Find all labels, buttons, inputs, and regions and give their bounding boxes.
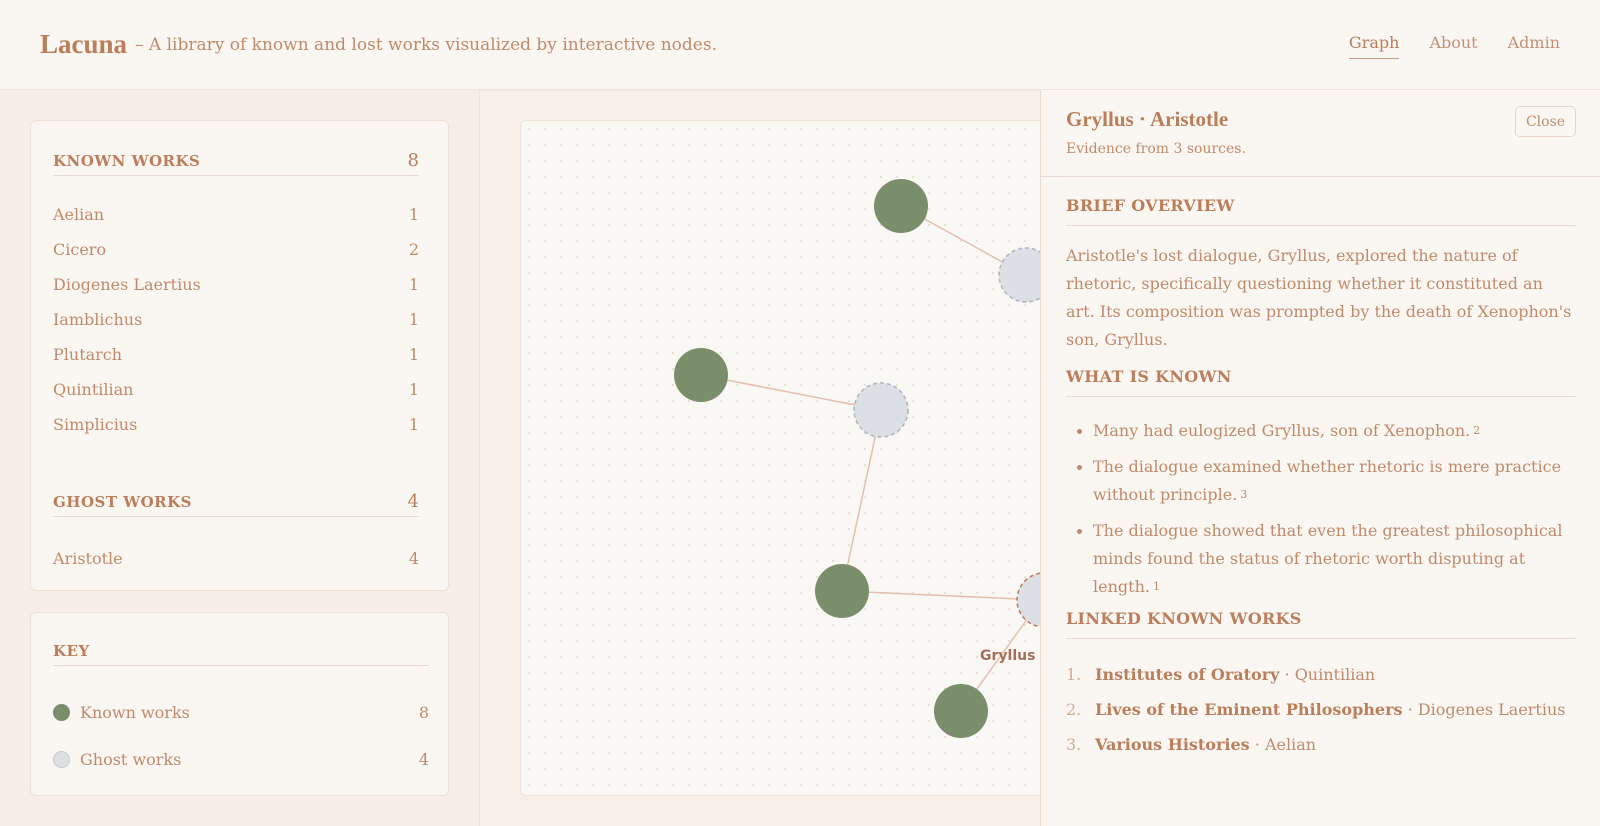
key-known-count: 8 (418, 702, 429, 722)
panel-title: Gryllus · Aristotle (1066, 107, 1229, 131)
key-header: KEY (53, 636, 429, 666)
author-name: Simplicius (53, 414, 138, 434)
list-number: 2. (1066, 700, 1082, 719)
known-point: The dialogue examined whether rhetoric i… (1066, 453, 1576, 509)
brand-logo[interactable]: Lacuna (40, 29, 128, 59)
author-count: 1 (408, 414, 419, 434)
known-point-text: The dialogue showed that even the greate… (1093, 521, 1563, 596)
graph-svg[interactable]: Gryllus · (521, 121, 1050, 796)
key-known: Known works 8 (53, 699, 429, 725)
graph-node-label: Gryllus · (980, 648, 1046, 664)
author-name: Iamblichus (53, 309, 143, 329)
key-card: KEY Known works 8 Ghost works 4 (30, 612, 449, 796)
author-name: Plutarch (53, 344, 123, 364)
graph-edge (841, 590, 1042, 601)
known-dot-icon (53, 703, 70, 721)
ghost-work-node[interactable] (853, 382, 909, 438)
nav-about[interactable]: About (1429, 33, 1478, 52)
known-work-item[interactable]: Plutarch 1 (53, 341, 419, 367)
known-work-node[interactable] (815, 564, 869, 618)
linked-work-item[interactable]: 3. Various Histories · Aelian (1066, 727, 1576, 762)
linked-works-list: 1. Institutes of Oratory · Quintilian 2.… (1066, 657, 1576, 762)
list-number: 3. (1066, 735, 1082, 754)
known-point: The dialogue showed that even the greate… (1066, 517, 1576, 601)
ghost-work-node[interactable] (998, 247, 1050, 303)
app-header: Lacuna – A library of known and lost wor… (0, 0, 1600, 90)
known-work-item[interactable]: Diogenes Laertius 1 (53, 271, 419, 297)
author-name: Quintilian (53, 379, 134, 399)
key-ghost: Ghost works 4 (53, 746, 429, 772)
key-title: KEY (53, 641, 90, 660)
author-count: 1 (408, 274, 419, 294)
graph-edge (841, 409, 882, 592)
linked-work-title[interactable]: Various Histories (1095, 735, 1250, 754)
close-button[interactable]: Close (1515, 106, 1576, 137)
overview-heading: BRIEF OVERVIEW (1066, 196, 1576, 226)
known-works-header: KNOWN WORKS 8 (53, 146, 419, 176)
author-count: 1 (408, 379, 419, 399)
known-work-item[interactable]: Simplicius 1 (53, 411, 419, 437)
author-name: Diogenes Laertius (53, 274, 201, 294)
what-is-known-heading: WHAT IS KNOWN (1066, 367, 1576, 397)
list-number: 1. (1066, 665, 1082, 684)
known-work-node[interactable] (674, 348, 728, 402)
author-count: 4 (408, 548, 419, 568)
linked-work-author: · Diogenes Laertius (1407, 700, 1566, 719)
known-point: Many had eulogized Gryllus, son of Xenop… (1066, 417, 1576, 445)
citation-ref[interactable]: 1 (1152, 580, 1160, 593)
ghost-works-count: 4 (407, 491, 419, 512)
key-known-label: Known works (80, 702, 190, 722)
graph-edges (700, 205, 1042, 712)
known-works-title: KNOWN WORKS (53, 151, 201, 170)
known-work-item[interactable]: Aelian 1 (53, 201, 419, 227)
linked-work-author: · Quintilian (1284, 665, 1376, 684)
detail-panel: Gryllus · Aristotle Evidence from 3 sour… (1040, 90, 1600, 826)
linked-work-title[interactable]: Lives of the Eminent Philosophers (1095, 700, 1403, 719)
linked-works-heading: LINKED KNOWN WORKS (1066, 609, 1576, 639)
nav-graph[interactable]: Graph (1348, 33, 1400, 59)
graph-canvas[interactable]: Gryllus · (520, 120, 1050, 796)
ghost-works-header: GHOST WORKS 4 (53, 487, 419, 517)
graph-edge (700, 374, 882, 411)
ghost-work-item[interactable]: Aristotle 4 (53, 545, 419, 571)
ghost-works-title: GHOST WORKS (53, 492, 193, 511)
linked-work-item[interactable]: 2. Lives of the Eminent Philosophers · D… (1066, 692, 1576, 727)
author-count: 1 (408, 344, 419, 364)
author-count: 1 (408, 204, 419, 224)
known-work-node[interactable] (874, 179, 928, 233)
citation-ref[interactable]: 2 (1473, 424, 1481, 437)
panel-header: Gryllus · Aristotle Evidence from 3 sour… (1041, 90, 1600, 177)
known-work-item[interactable]: Cicero 2 (53, 236, 419, 262)
author-count: 2 (408, 239, 419, 259)
linked-work-author: · Aelian (1254, 735, 1317, 754)
works-card: KNOWN WORKS 8 Aelian 1 Cicero 2 Diogenes… (30, 120, 449, 591)
key-ghost-count: 4 (418, 749, 429, 769)
key-ghost-label: Ghost works (80, 749, 182, 769)
author-name: Cicero (53, 239, 107, 259)
panel-subtitle: Evidence from 3 sources. (1066, 141, 1246, 157)
nav-admin[interactable]: Admin (1507, 33, 1560, 52)
known-work-item[interactable]: Quintilian 1 (53, 376, 419, 402)
main-nav: Graph About Admin (1348, 33, 1560, 59)
tagline: – A library of known and lost works visu… (135, 35, 717, 55)
ghost-dot-icon (53, 750, 70, 768)
author-count: 1 (408, 309, 419, 329)
author-name: Aelian (53, 204, 105, 224)
overview-text: Aristotle's lost dialogue, Gryllus, expl… (1066, 246, 1572, 349)
citation-ref[interactable]: 3 (1240, 488, 1248, 501)
known-point-text: The dialogue examined whether rhetoric i… (1093, 457, 1562, 504)
linked-work-item[interactable]: 1. Institutes of Oratory · Quintilian (1066, 657, 1576, 692)
known-work-item[interactable]: Iamblichus 1 (53, 306, 419, 332)
known-works-count: 8 (407, 150, 419, 171)
known-work-node[interactable] (934, 684, 988, 738)
known-points-list: Many had eulogized Gryllus, son of Xenop… (1066, 417, 1576, 609)
known-point-text: Many had eulogized Gryllus, son of Xenop… (1093, 421, 1471, 440)
author-name: Aristotle (53, 548, 123, 568)
linked-work-title[interactable]: Institutes of Oratory (1095, 665, 1280, 684)
